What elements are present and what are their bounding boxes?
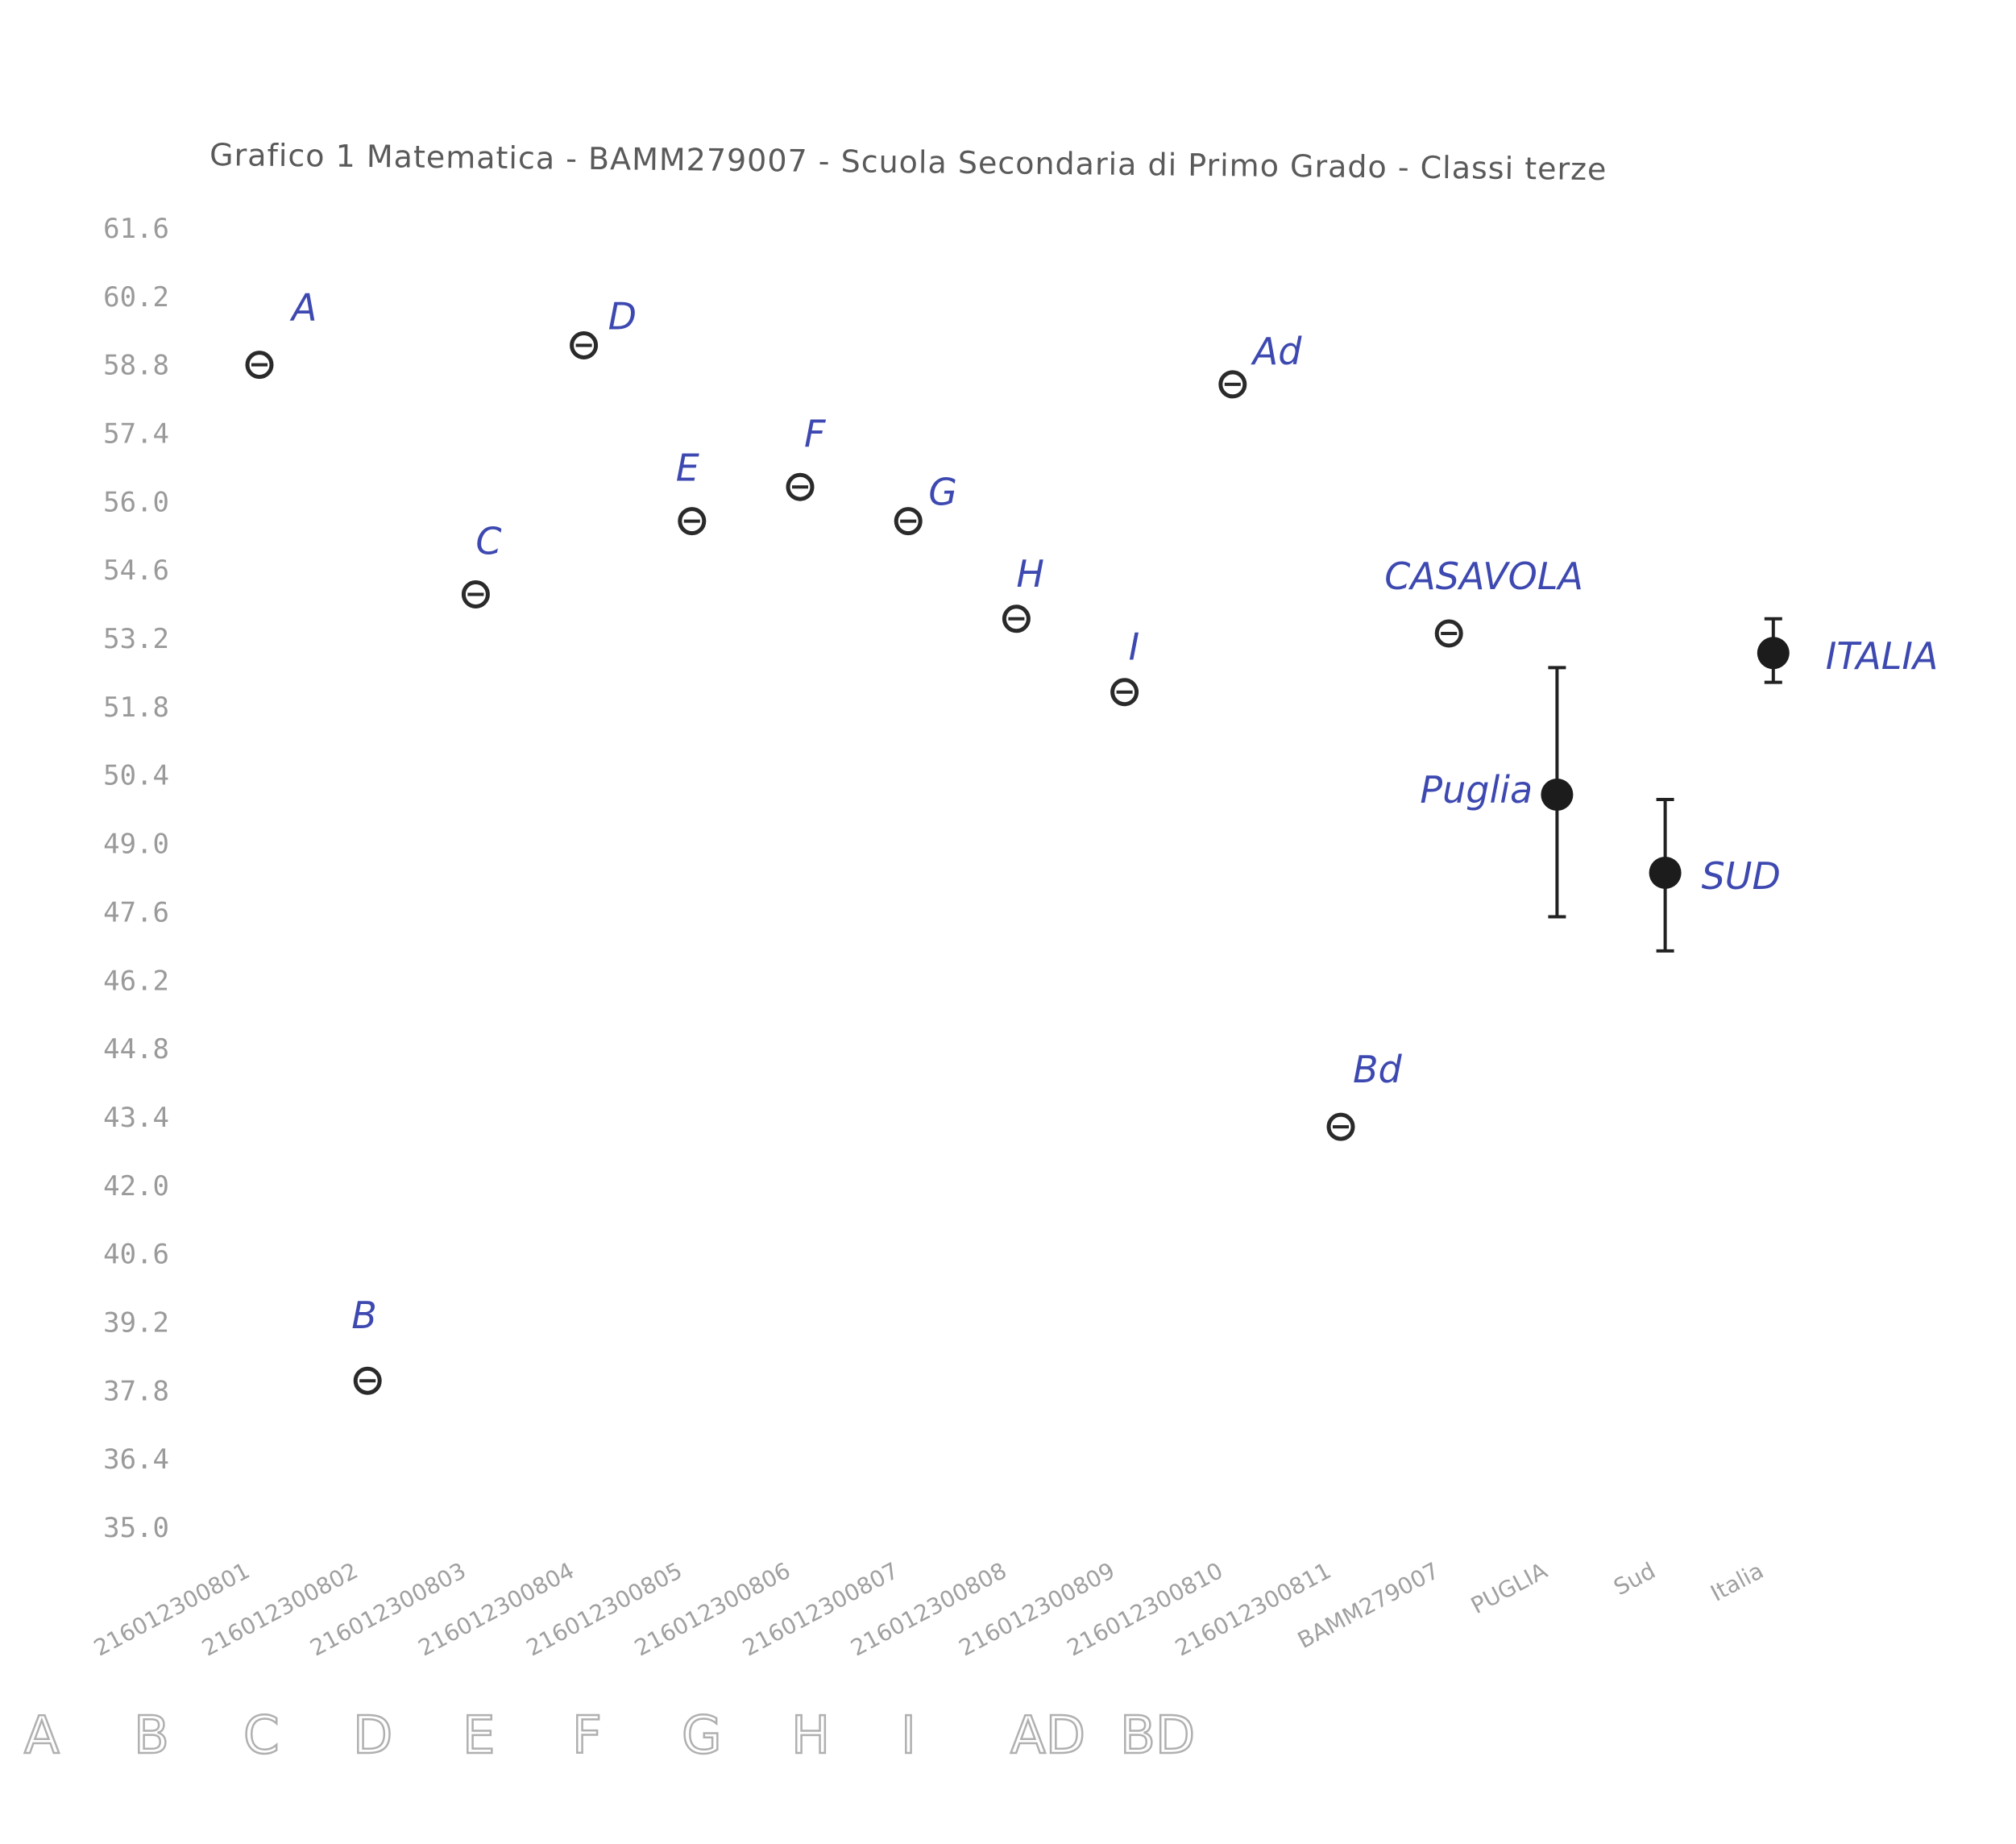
data-point	[245, 351, 274, 380]
annotation-label: Puglia	[1420, 768, 1533, 812]
annotation-label: F	[804, 412, 826, 455]
x-tick-label: Italia	[1707, 1557, 1769, 1607]
pencil-label: F	[572, 1706, 602, 1766]
pencil-label: C	[243, 1706, 280, 1766]
x-axis-ticks: 2160123008012160123008022160123008032160…	[89, 1557, 1768, 1662]
y-tick-label: 51.8	[103, 692, 169, 724]
data-point	[570, 330, 599, 359]
pencil-label: E	[463, 1706, 495, 1766]
pencil-label: AD	[1010, 1706, 1085, 1766]
data-points	[245, 330, 1790, 1395]
handwritten-annotations: A B C D E F G H I Ad Bd CASAVOLA Puglia SUD ITALIA	[289, 286, 1938, 1338]
y-tick-label: 42.0	[103, 1170, 169, 1202]
x-tick-label: Sud	[1609, 1557, 1660, 1601]
pencil-labels: A B C D E F G H I AD BD	[23, 1705, 1197, 1767]
data-point	[678, 507, 707, 536]
annotation-label: D	[608, 294, 637, 338]
y-tick-label: 37.8	[103, 1375, 169, 1407]
pencil-label: G	[682, 1706, 722, 1766]
data-point	[1757, 637, 1790, 670]
y-tick-label: 57.4	[103, 418, 169, 451]
annotation-label: SUD	[1702, 854, 1781, 898]
y-tick-label: 39.2	[103, 1306, 169, 1339]
annotation-label: ITALIA	[1826, 634, 1939, 678]
annotation-label: G	[928, 471, 957, 514]
annotation-label: B	[351, 1294, 377, 1337]
y-tick-label: 58.8	[103, 350, 169, 382]
annotation-label: I	[1129, 625, 1140, 669]
data-point	[461, 580, 490, 609]
annotation-label: C	[475, 520, 501, 563]
annotation-label: H	[1016, 552, 1044, 596]
data-point	[1002, 604, 1031, 633]
y-tick-label: 54.6	[103, 554, 169, 587]
y-tick-label: 61.6	[103, 213, 169, 245]
y-tick-label: 43.4	[103, 1102, 169, 1134]
data-point	[786, 472, 815, 501]
y-axis-ticks: 61.6 60.2 58.8 57.4 56.0 54.6 53.2 51.8 50.4 49.0…	[103, 213, 169, 1544]
y-tick-label: 53.2	[103, 623, 169, 655]
data-point	[1326, 1112, 1355, 1141]
data-point	[894, 507, 923, 536]
chart-title: Grafico 1 Matematica - BAMM279007 - Scuo…	[209, 137, 1607, 187]
y-tick-label: 36.4	[103, 1443, 169, 1476]
pencil-label: B	[134, 1706, 169, 1766]
data-point	[1110, 678, 1139, 707]
pencil-label: I	[901, 1706, 916, 1766]
x-tick-label: PUGLIA	[1466, 1557, 1552, 1619]
annotation-label: Bd	[1353, 1048, 1403, 1091]
y-tick-label: 46.2	[103, 965, 169, 997]
pencil-label: H	[791, 1706, 830, 1766]
data-point	[1218, 370, 1247, 399]
y-tick-label: 40.6	[103, 1239, 169, 1271]
y-tick-label: 50.4	[103, 760, 169, 792]
data-point	[1649, 856, 1682, 889]
data-point	[353, 1366, 382, 1395]
y-tick-label: 60.2	[103, 281, 169, 314]
y-tick-label: 49.0	[103, 829, 169, 861]
data-point	[1541, 778, 1574, 811]
data-point	[1434, 619, 1463, 648]
pencil-label: A	[24, 1706, 60, 1766]
y-tick-label: 56.0	[103, 486, 169, 518]
error-bars	[1548, 617, 1782, 953]
annotation-label: Ad	[1251, 330, 1302, 373]
y-tick-label: 47.6	[103, 896, 169, 928]
pencil-label: D	[353, 1706, 392, 1766]
annotation-label: CASAVOLA	[1384, 554, 1583, 598]
y-tick-label: 35.0	[103, 1512, 169, 1544]
pencil-label: BD	[1120, 1706, 1195, 1766]
annotation-label: A	[289, 286, 317, 330]
annotation-label: E	[676, 446, 699, 490]
y-tick-label: 44.8	[103, 1033, 169, 1065]
